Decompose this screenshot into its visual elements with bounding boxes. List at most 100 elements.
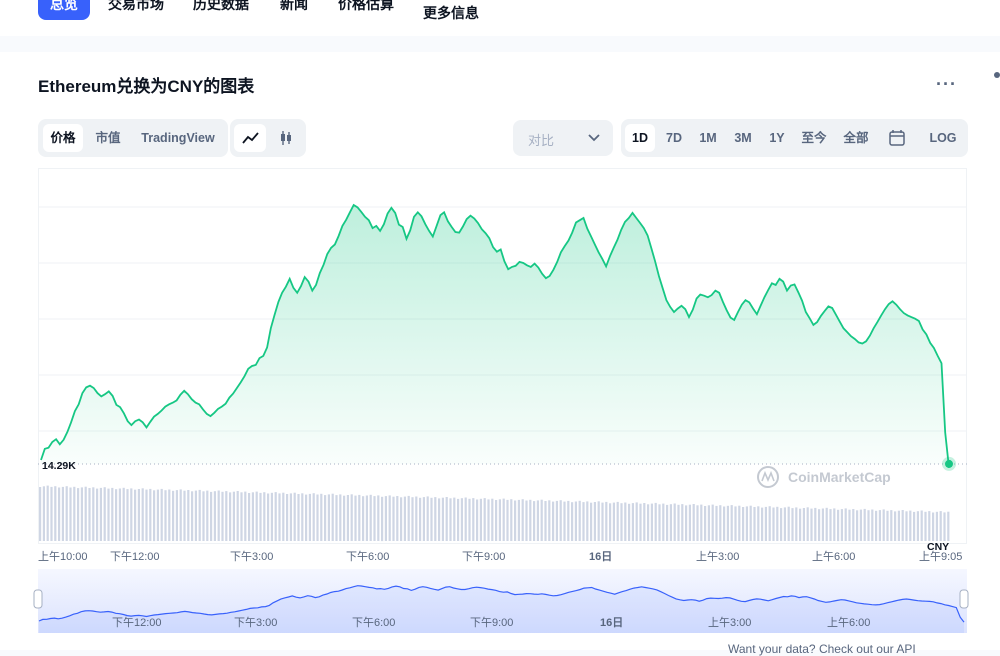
volume-bar xyxy=(384,496,387,541)
volume-bar xyxy=(643,503,646,541)
footer-api-link[interactable]: Want your data? Check out our API xyxy=(728,642,916,656)
volume-bar xyxy=(715,505,718,541)
volume-bar xyxy=(111,487,114,541)
volume-bar xyxy=(859,509,862,541)
volume-bar xyxy=(107,488,110,541)
tab-tradingview[interactable]: TradingView xyxy=(141,131,215,145)
volume-bar xyxy=(666,504,669,541)
volume-bar xyxy=(916,511,919,541)
tab-market-cap[interactable]: 市值 xyxy=(95,131,121,145)
volume-bar xyxy=(658,504,661,541)
x-tick-label: 下午9:00 xyxy=(462,550,505,563)
volume-bar xyxy=(164,490,167,541)
range-7d[interactable]: 7D xyxy=(666,131,682,145)
x-tick-label: 16日 xyxy=(589,550,612,563)
volume-bar xyxy=(856,510,859,541)
volume-bar xyxy=(225,491,228,541)
volume-bar xyxy=(517,499,520,541)
volume-bar xyxy=(559,500,562,541)
volume-bar xyxy=(172,490,175,541)
volume-bar xyxy=(438,498,441,541)
volume-bar xyxy=(339,494,342,541)
volume-bar xyxy=(365,495,368,541)
volume-bar xyxy=(894,511,897,541)
volume-bar xyxy=(734,506,737,541)
range-ytd[interactable]: 至今 xyxy=(801,131,827,145)
volume-bar xyxy=(198,489,201,541)
compare-select[interactable]: 对比 xyxy=(513,120,613,156)
navigator-handle-left[interactable] xyxy=(33,589,43,609)
volume-bar xyxy=(468,498,471,541)
volume-bar xyxy=(430,497,433,541)
volume-bar xyxy=(696,505,699,541)
volume-bar xyxy=(308,493,311,541)
volume-bar xyxy=(863,508,866,541)
navigator-tick-label: 下午3:00 xyxy=(234,616,277,629)
volume-bar xyxy=(153,490,156,542)
volume-bar xyxy=(795,507,798,541)
volume-bar xyxy=(297,494,300,541)
volume-bar xyxy=(901,510,904,541)
volume-bar xyxy=(647,504,650,541)
volume-bar xyxy=(521,499,524,541)
volume-bar xyxy=(403,496,406,541)
nav-tab-more-info[interactable]: 更多信息 xyxy=(423,5,479,21)
volume-bar xyxy=(749,505,752,541)
volume-bar xyxy=(890,510,893,541)
volume-bar xyxy=(669,504,672,541)
volume-bar xyxy=(745,506,748,541)
volume-bar xyxy=(457,498,460,541)
volume-bar xyxy=(39,487,42,541)
coinmarketcap-watermark: CoinMarketCap xyxy=(757,466,891,488)
volume-bar xyxy=(719,505,722,541)
volume-bar xyxy=(183,490,186,541)
volume-bar xyxy=(677,504,680,541)
volume-bar xyxy=(255,491,258,541)
range-all[interactable]: 全部 xyxy=(843,131,869,145)
volume-bar xyxy=(825,507,828,541)
nav-tab-markets[interactable]: 交易市场 xyxy=(108,0,164,12)
price-chart[interactable]: 14.29K CoinMarketCap CNY 上午10:00 下午12:00 下… xyxy=(0,52,1000,650)
navigator-area xyxy=(39,585,964,633)
volume-bar xyxy=(194,490,197,541)
volume-bar xyxy=(829,509,832,541)
volume-bar xyxy=(160,488,163,541)
tab-price[interactable]: 价格 xyxy=(43,124,83,152)
nav-tab-news[interactable]: 新闻 xyxy=(280,0,308,12)
edge-dot xyxy=(994,72,1000,78)
volume-bar xyxy=(726,505,729,541)
volume-bar xyxy=(639,503,642,541)
nav-tab-price-prediction[interactable]: 价格估算 xyxy=(338,0,394,12)
more-options-button[interactable]: ··· xyxy=(936,74,957,94)
volume-bar xyxy=(609,503,612,542)
range-3m[interactable]: 3M xyxy=(734,131,752,145)
volume-bar xyxy=(236,491,239,541)
calendar-icon[interactable] xyxy=(879,124,915,152)
range-1m[interactable]: 1M xyxy=(699,131,717,145)
volume-bar xyxy=(791,508,794,541)
line-chart-icon[interactable] xyxy=(234,124,266,152)
volume-bar xyxy=(837,509,840,542)
x-tick-label: 下午12:00 xyxy=(110,550,160,563)
nav-tab-overview[interactable]: 总览 xyxy=(38,0,90,20)
volume-bar xyxy=(46,485,49,541)
volume-bar xyxy=(882,509,885,541)
volume-bar xyxy=(563,501,566,541)
volume-bar xyxy=(422,497,425,541)
navigator-handle-right[interactable] xyxy=(959,589,969,609)
volume-bar xyxy=(358,494,361,541)
nav-tab-historical-data[interactable]: 历史数据 xyxy=(193,0,249,12)
volume-bar xyxy=(88,488,91,541)
volume-bar xyxy=(928,511,931,541)
volume-bar xyxy=(96,488,99,541)
range-1d[interactable]: 1D xyxy=(625,124,655,152)
volume-bar xyxy=(65,486,68,541)
navigator-tick-label: 下午9:00 xyxy=(470,616,513,629)
range-log[interactable]: LOG xyxy=(929,131,957,145)
candlestick-icon[interactable] xyxy=(270,124,302,152)
range-1y[interactable]: 1Y xyxy=(769,131,785,145)
volume-bar xyxy=(362,496,365,541)
volume-bar xyxy=(320,493,323,541)
volume-bar xyxy=(654,502,657,541)
volume-bar xyxy=(711,504,714,541)
